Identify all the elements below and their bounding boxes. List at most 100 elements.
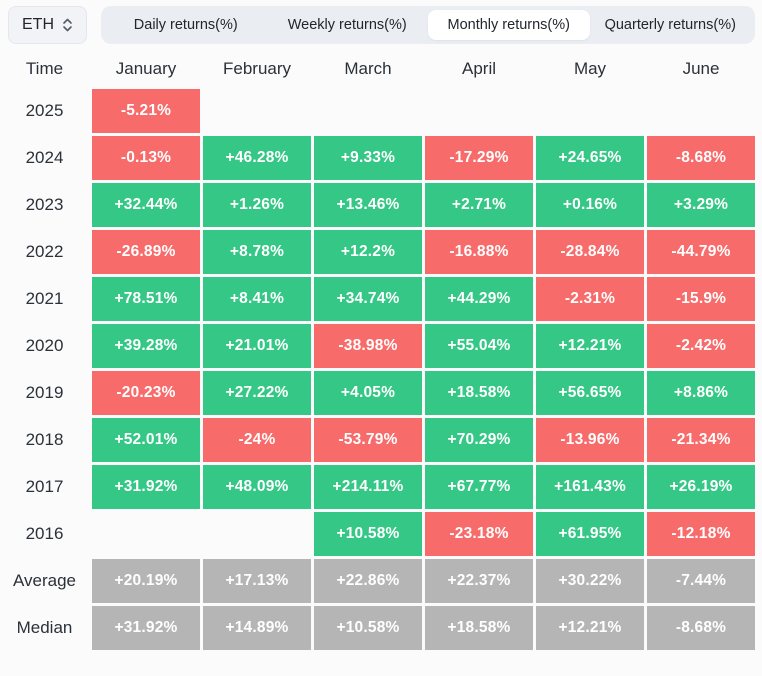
return-cell-2019-june: +8.86% (647, 371, 755, 415)
return-cell-2023-june: +3.29% (647, 183, 755, 227)
return-cell-2022-january: -26.89% (92, 230, 200, 274)
return-cell-average-march: +22.86% (314, 559, 422, 603)
return-cell-2016-march: +10.58% (314, 512, 422, 556)
return-cell-2017-march: +214.11% (314, 465, 422, 509)
return-cell-2021-march: +34.74% (314, 277, 422, 321)
return-cell-2019-january: -20.23% (92, 371, 200, 415)
return-cell-2017-january: +31.92% (92, 465, 200, 509)
return-cell-2024-january: -0.13% (92, 136, 200, 180)
row-label-2016: 2016 (25, 524, 64, 543)
return-cell-2024-april: -17.29% (425, 136, 533, 180)
return-cell-2020-may: +12.21% (536, 324, 644, 368)
row-label-2017: 2017 (25, 477, 64, 496)
column-header-february: February (222, 59, 292, 78)
return-cell-2019-april: +18.58% (425, 371, 533, 415)
return-cell-median-may: +12.21% (536, 606, 644, 650)
return-cell-2024-june: -8.68% (647, 136, 755, 180)
return-cell-2022-february: +8.78% (203, 230, 311, 274)
return-cell-2024-february: +46.28% (203, 136, 311, 180)
return-cell-2023-march: +13.46% (314, 183, 422, 227)
return-cell-2016-june: -12.18% (647, 512, 755, 556)
row-label-2024: 2024 (25, 148, 64, 167)
return-cell-2020-june: -2.42% (647, 324, 755, 368)
return-cell-median-june: -8.68% (647, 606, 755, 650)
return-cell-median-march: +10.58% (314, 606, 422, 650)
row-label-2021: 2021 (25, 289, 64, 308)
return-cell-2022-march: +12.2% (314, 230, 422, 274)
tab-bar: Daily returns(%) Weekly returns(%) Monthly… (101, 6, 755, 44)
return-cell-average-january: +20.19% (92, 559, 200, 603)
column-header-march: March (344, 59, 392, 78)
return-cell-2018-may: -13.96% (536, 418, 644, 462)
return-cell-2020-january: +39.28% (92, 324, 200, 368)
return-cell-2018-june: -21.34% (647, 418, 755, 462)
return-cell-2017-may: +161.43% (536, 465, 644, 509)
return-cell-2021-may: -2.31% (536, 277, 644, 321)
return-cell-average-february: +17.13% (203, 559, 311, 603)
return-cell-2016-may: +61.95% (536, 512, 644, 556)
return-cell-median-january: +31.92% (92, 606, 200, 650)
row-label-2022: 2022 (25, 242, 64, 261)
empty-cell-2025-june (647, 89, 755, 133)
return-cell-2018-february: -24% (203, 418, 311, 462)
empty-cell-2025-may (536, 89, 644, 133)
column-header-june: June (682, 59, 720, 78)
return-cell-2020-february: +21.01% (203, 324, 311, 368)
row-label-median: Median (16, 618, 73, 637)
return-cell-2024-march: +9.33% (314, 136, 422, 180)
return-cell-2018-april: +70.29% (425, 418, 533, 462)
return-cell-2021-february: +8.41% (203, 277, 311, 321)
return-cell-2021-april: +44.29% (425, 277, 533, 321)
return-cell-2025-january: -5.21% (92, 89, 200, 133)
row-label-2023: 2023 (25, 195, 64, 214)
tab-monthly-returns[interactable]: Monthly returns(%) (428, 10, 590, 40)
column-header-april: April (461, 59, 496, 78)
column-header-time: Time (25, 59, 64, 78)
row-label-2020: 2020 (25, 336, 64, 355)
return-cell-2020-march: -38.98% (314, 324, 422, 368)
column-header-may: May (573, 59, 607, 78)
return-cell-2018-january: +52.01% (92, 418, 200, 462)
return-cell-2021-january: +78.51% (92, 277, 200, 321)
row-label-2018: 2018 (25, 430, 64, 449)
row-label-average: Average (12, 571, 76, 590)
empty-cell-2016-january (92, 512, 200, 556)
asset-selector[interactable]: ETH (8, 6, 87, 44)
return-cell-2022-april: -16.88% (425, 230, 533, 274)
return-cell-2018-march: -53.79% (314, 418, 422, 462)
empty-cell-2025-march (314, 89, 422, 133)
return-cell-2016-april: -23.18% (425, 512, 533, 556)
return-cell-2017-april: +67.77% (425, 465, 533, 509)
return-cell-median-april: +18.58% (425, 606, 533, 650)
row-label-2019: 2019 (25, 383, 64, 402)
return-cell-2019-march: +4.05% (314, 371, 422, 415)
tab-daily-returns[interactable]: Daily returns(%) (105, 10, 267, 40)
return-cell-median-february: +14.89% (203, 606, 311, 650)
return-cell-2019-may: +56.65% (536, 371, 644, 415)
top-bar: ETH Daily returns(%) Weekly returns(%) Mon… (0, 0, 762, 44)
empty-cell-2016-february (203, 512, 311, 556)
return-cell-2023-january: +32.44% (92, 183, 200, 227)
return-cell-2019-february: +27.22% (203, 371, 311, 415)
return-cell-2023-april: +2.71% (425, 183, 533, 227)
column-header-january: January (115, 59, 177, 78)
return-cell-average-may: +30.22% (536, 559, 644, 603)
tab-weekly-returns[interactable]: Weekly returns(%) (267, 10, 429, 40)
row-label-2025: 2025 (25, 101, 64, 120)
chevron-up-down-icon (62, 17, 73, 33)
return-cell-2022-may: -28.84% (536, 230, 644, 274)
return-cell-2017-june: +26.19% (647, 465, 755, 509)
return-cell-2017-february: +48.09% (203, 465, 311, 509)
monthly-returns-table: Time January February March April May June 2025… (0, 44, 762, 650)
tab-quarterly-returns[interactable]: Quarterly returns(%) (590, 10, 752, 40)
return-cell-average-june: -7.44% (647, 559, 755, 603)
return-cell-2020-april: +55.04% (425, 324, 533, 368)
return-cell-2022-june: -44.79% (647, 230, 755, 274)
asset-selector-value: ETH (22, 16, 54, 33)
return-cell-2024-may: +24.65% (536, 136, 644, 180)
empty-cell-2025-february (203, 89, 311, 133)
empty-cell-2025-april (425, 89, 533, 133)
return-cell-2023-february: +1.26% (203, 183, 311, 227)
return-cell-2021-june: -15.9% (647, 277, 755, 321)
return-cell-2023-may: +0.16% (536, 183, 644, 227)
